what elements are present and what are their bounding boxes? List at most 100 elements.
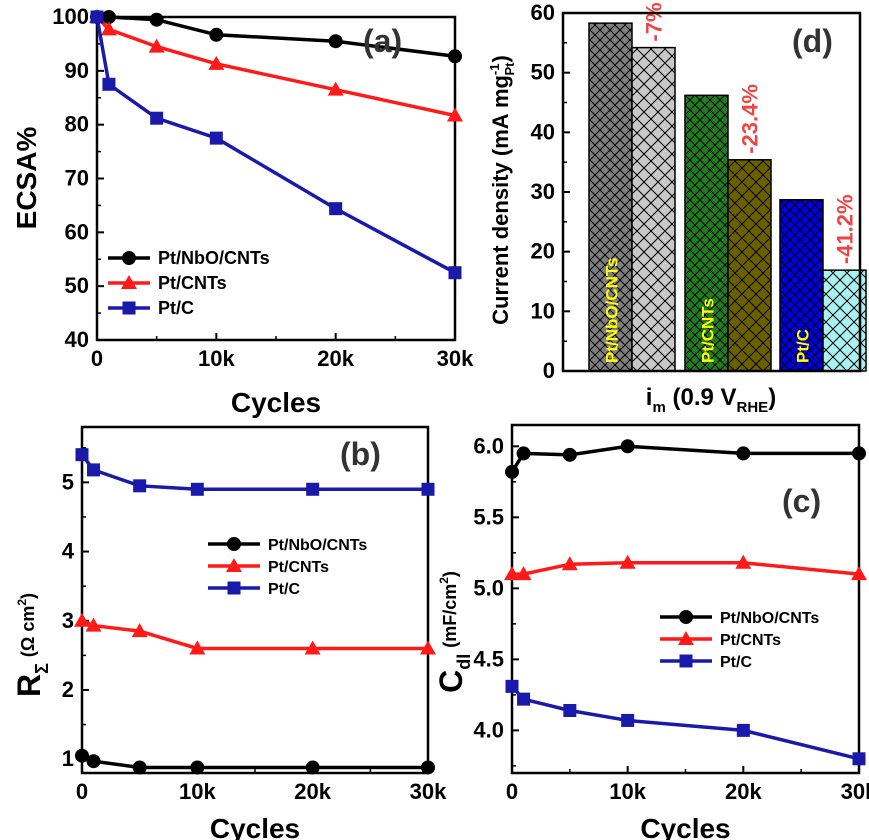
- legend-swatch-marker: [122, 251, 136, 265]
- y-axis-label-unit: (Ω cm: [18, 606, 38, 657]
- x-tick-label: 20k: [725, 779, 762, 804]
- y-tick-label: 30: [531, 179, 555, 204]
- x-axis-label: Cycles: [231, 387, 321, 418]
- y-tick-label: 6.0: [473, 433, 504, 458]
- x-tick-label: 0: [76, 779, 88, 804]
- panel-tag: (a): [363, 23, 402, 59]
- legend-label: Pt/NbO/CNTs: [158, 248, 270, 268]
- x-tick-label: 10k: [609, 779, 646, 804]
- data-point: [736, 723, 750, 737]
- data-point: [149, 12, 164, 27]
- bar-group-label: Pt/CNTs: [699, 298, 718, 363]
- change-label: -41.2%: [833, 194, 858, 264]
- y-axis-label-unit-close: ): [18, 593, 38, 599]
- y-tick-label: 5.5: [473, 504, 504, 529]
- y-axis-label-subscript: dl: [454, 654, 474, 670]
- data-point: [100, 21, 117, 36]
- y-tick-label: 60: [531, 0, 555, 25]
- panel-a-ecsa-chart: 0 10k 20k 30k 40 50 60 70 80 90 100 Pt/NbO/CNTs Pt/C…: [11, 4, 474, 418]
- x-tick-label: 30k: [410, 779, 447, 804]
- y-tick-label: 40: [531, 119, 555, 144]
- bar-final-hatch: [728, 159, 771, 371]
- data-point: [304, 640, 321, 655]
- y-tick-label: 90: [65, 58, 89, 83]
- change-label: -7%: [642, 2, 667, 41]
- panel-tag: (d): [792, 23, 833, 59]
- y-tick-label: 60: [65, 219, 89, 244]
- legend-swatch-marker: [122, 301, 136, 315]
- data-point: [306, 482, 320, 496]
- legend-swatch-marker: [679, 654, 693, 668]
- legend-label: Pt/CNTs: [268, 559, 329, 576]
- legend-label: Pt/CNTs: [158, 273, 227, 293]
- y-tick-label: 4.5: [473, 646, 504, 671]
- y-tick-label: 5.0: [473, 575, 504, 600]
- legend-swatch-marker: [226, 558, 242, 572]
- data-point: [87, 463, 101, 477]
- data-point: [75, 748, 89, 763]
- data-point: [505, 679, 519, 693]
- data-point: [209, 131, 223, 145]
- data-point: [517, 692, 531, 706]
- legend-label: Pt/NbO/CNTs: [720, 610, 819, 627]
- x-tick-label: 30k: [841, 779, 869, 804]
- legend-swatch-marker: [227, 581, 241, 595]
- y-tick-label: 1: [62, 746, 74, 771]
- data-point: [190, 482, 204, 496]
- series-line: [95, 16, 456, 275]
- y-axis-label: Current density (mA mg-1Pt): [487, 55, 517, 325]
- y-axis-label-unit-close: ): [440, 571, 460, 577]
- data-point: [421, 482, 435, 496]
- y-tick-label: 50: [531, 60, 555, 85]
- legend-swatch-marker: [121, 275, 137, 289]
- plot-frame: [95, 15, 457, 342]
- data-point: [74, 612, 90, 627]
- y-tick-label: 40: [65, 327, 89, 352]
- x-axis-label: Cycles: [640, 813, 730, 840]
- x-tick-label: 20k: [294, 779, 331, 804]
- data-point: [448, 266, 462, 280]
- data-point: [209, 27, 224, 42]
- series-line: [510, 685, 860, 761]
- panel-b-resistance-chart: 0 10k 20k 30k 1 2 3 4 5 Pt/NbO/CNTs Pt/CNTs Pt/C (b)…: [11, 425, 447, 840]
- y-tick-label: 20: [531, 239, 555, 264]
- change-label: -23.4%: [738, 84, 763, 154]
- y-axis-label-text: Current density (mA mg: [488, 75, 513, 325]
- data-point: [131, 623, 148, 638]
- data-point: [563, 704, 577, 718]
- x-axis-label-subscript: RHE: [737, 399, 769, 416]
- data-point: [562, 447, 577, 462]
- data-point: [189, 640, 206, 655]
- x-axis-label: Cycles: [210, 813, 300, 840]
- data-point: [208, 55, 225, 70]
- data-point: [448, 49, 462, 64]
- bar-group-label: Pt/C: [794, 329, 813, 363]
- data-point: [447, 107, 463, 122]
- x-axis-label-text: (0.9 V: [666, 384, 737, 411]
- panel-tag: (b): [340, 436, 381, 472]
- y-tick-label: 0: [543, 358, 555, 383]
- x-axis-label-close: ): [768, 384, 776, 411]
- y-tick-label: 80: [65, 112, 89, 137]
- y-tick-label: 4: [62, 539, 75, 564]
- series-line: [510, 444, 859, 473]
- y-axis-label: RΣ (Ω cm2): [11, 593, 52, 697]
- plot-frame: [80, 425, 430, 775]
- legend-label: Pt/NbO/CNTs: [268, 537, 367, 554]
- y-tick-label: 10: [531, 298, 555, 323]
- y-axis-label-close: ): [488, 55, 513, 62]
- legend-swatch-marker: [678, 631, 694, 645]
- data-point: [75, 448, 89, 462]
- y-axis-label-superscript: 2: [15, 599, 29, 606]
- bar-initial-hatch: [589, 23, 632, 371]
- data-point: [735, 554, 752, 569]
- y-axis-label-symbol: R: [11, 674, 47, 697]
- y-axis-label-unit: (mF/cm: [440, 584, 460, 648]
- y-tick-label: 4.0: [473, 717, 504, 742]
- x-axis-label-symbol: i: [646, 384, 653, 411]
- data-point: [133, 479, 147, 493]
- data-point: [421, 760, 435, 775]
- data-point: [85, 617, 102, 632]
- data-point: [736, 446, 751, 461]
